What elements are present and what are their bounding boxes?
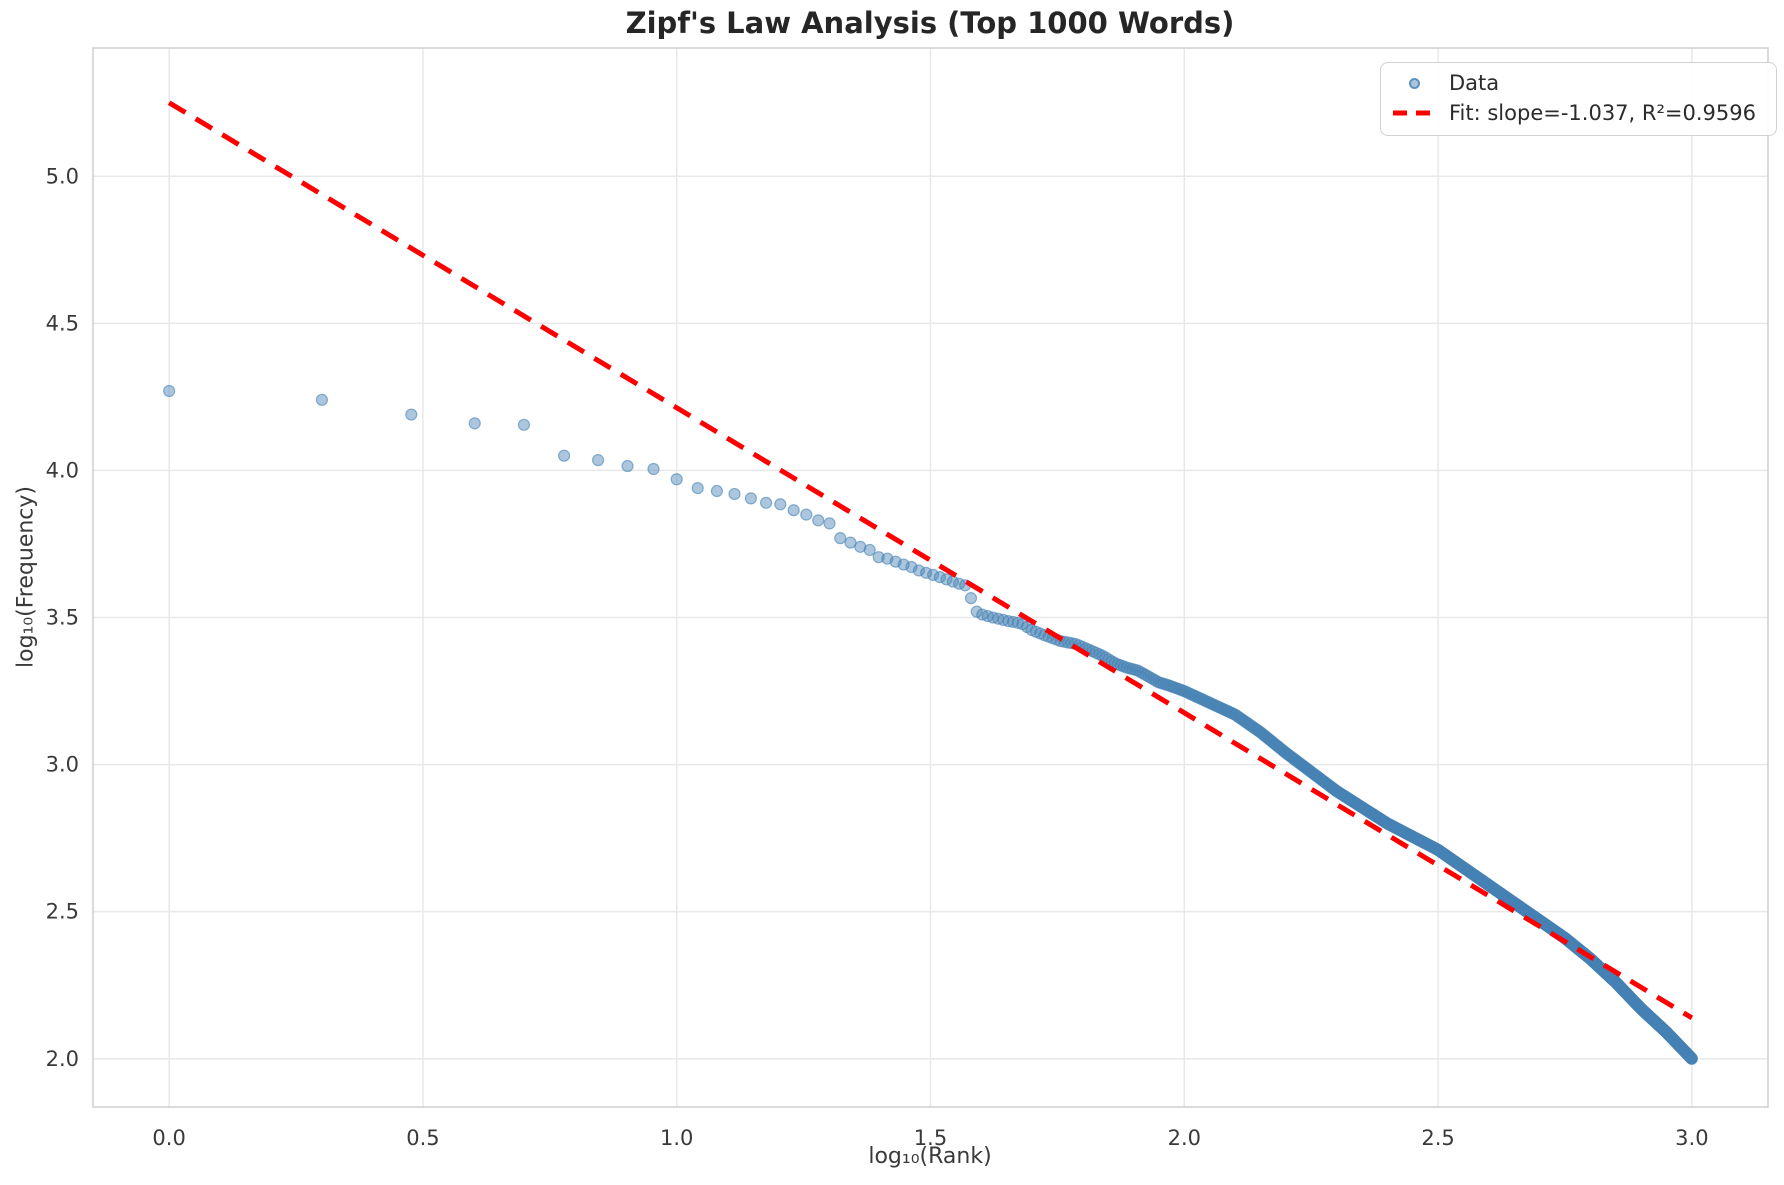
scatter-point — [927, 568, 940, 581]
legend-marker-area — [1391, 77, 1437, 89]
scatter-point — [774, 498, 787, 511]
legend-marker-area — [1391, 110, 1437, 116]
scatter-point — [964, 592, 978, 605]
y-tick-label: 4.5 — [46, 311, 79, 335]
scatter-point — [405, 408, 418, 421]
x-tick-label: 0.5 — [406, 1126, 439, 1150]
scatter-point — [468, 417, 481, 430]
scatter-point — [933, 571, 947, 584]
scatter-point — [787, 504, 800, 517]
scatter-point — [800, 508, 813, 521]
y-tick-label: 3.0 — [46, 753, 79, 777]
y-axis-label: log₁₀(Frequency) — [13, 486, 39, 668]
tick-labels: 0.0 0.5 1.0 1.5 2.0 2.5 3.0 2.0 2.5 3.0 3.5 4.0 4.5 5… — [46, 164, 1709, 1150]
scatter-point — [647, 462, 660, 476]
scatter-point — [517, 418, 531, 431]
scatter-point — [558, 449, 571, 462]
scatter-point — [315, 393, 329, 406]
scatter-point — [1685, 1052, 1698, 1065]
legend-label-data: Data — [1449, 71, 1500, 95]
scatter-point — [728, 487, 741, 501]
x-tick-label: 3.0 — [1675, 1126, 1708, 1150]
y-tick-label: 2.0 — [46, 1047, 79, 1071]
scatter-point — [812, 514, 825, 527]
scatter-point — [834, 532, 847, 545]
scatter-point — [710, 484, 724, 498]
scatter-point — [905, 560, 918, 574]
legend-item-fit: Fit: slope=-1.037, R²=0.9596 — [1391, 101, 1756, 125]
y-tick-label: 5.0 — [46, 164, 79, 188]
scatter-point — [970, 605, 983, 618]
x-axis-label: log₁₀(Rank) — [868, 1144, 992, 1169]
scatter-point — [670, 473, 683, 486]
scatter-point — [691, 482, 704, 495]
x-tick-label: 2.5 — [1421, 1126, 1454, 1150]
scatter-marker-icon — [1408, 77, 1420, 89]
scatter-point — [621, 459, 634, 473]
legend-label-fit: Fit: slope=-1.037, R²=0.9596 — [1449, 101, 1756, 125]
scatter-point — [940, 573, 953, 586]
scatter-point — [863, 543, 876, 557]
fit-line — [167, 100, 1694, 1021]
chart-title: Zipf's Law Analysis (Top 1000 Words) — [625, 6, 1235, 40]
legend: Data Fit: slope=-1.037, R²=0.9596 — [1380, 62, 1777, 136]
scatter-point — [591, 454, 605, 467]
y-tick-label: 3.5 — [46, 606, 79, 630]
x-tick-label: 0.0 — [152, 1126, 185, 1150]
scatter-point — [163, 384, 176, 398]
x-tick-label: 1.5 — [914, 1126, 947, 1150]
x-tick-label: 2.0 — [1168, 1126, 1201, 1150]
scatter-point — [759, 496, 773, 509]
grid — [93, 48, 1768, 1107]
plot-frame — [92, 47, 1769, 1108]
scatter-point — [744, 492, 757, 505]
y-tick-label: 2.5 — [46, 900, 79, 924]
scatter-point — [823, 517, 836, 530]
scatter-point — [920, 566, 933, 579]
legend-item-data: Data — [1391, 71, 1756, 95]
scatter-series-data — [163, 384, 1698, 1065]
scatter-point — [1007, 615, 1020, 629]
scatter-point — [912, 564, 925, 577]
y-tick-label: 4.0 — [46, 458, 79, 482]
dashed-line-marker-icon — [1393, 110, 1435, 116]
x-tick-label: 1.0 — [660, 1126, 693, 1150]
